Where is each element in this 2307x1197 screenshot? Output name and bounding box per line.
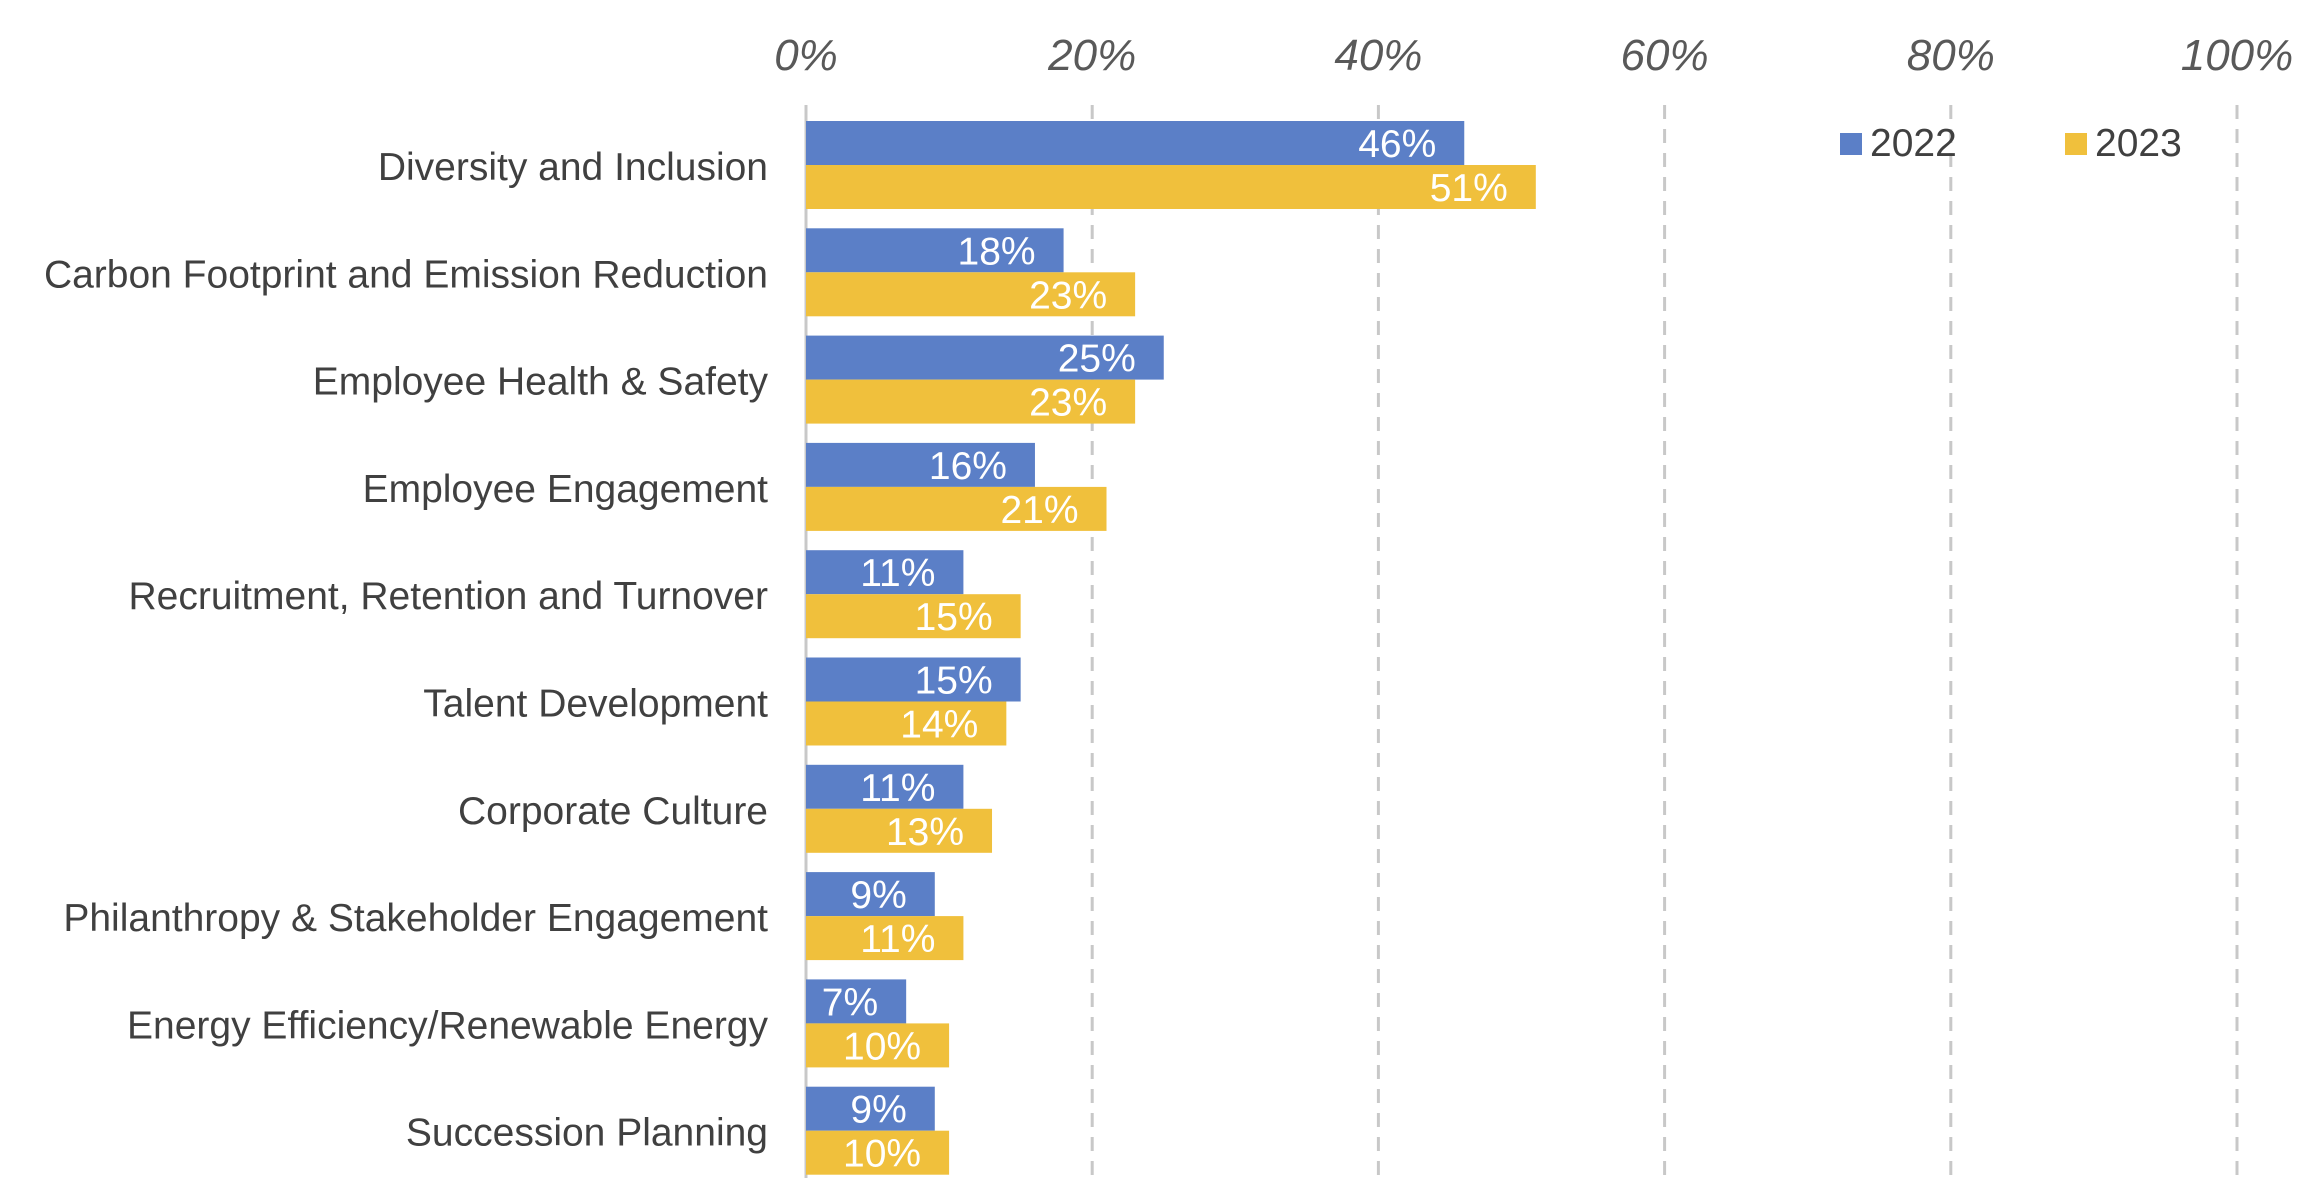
- data-label: 7%: [822, 981, 878, 1024]
- bar-2023: [806, 379, 1136, 424]
- data-label: 15%: [915, 660, 993, 703]
- legend-swatch: [1840, 133, 1862, 155]
- x-tick-label: 0%: [774, 31, 838, 80]
- bar-2022: [806, 335, 1164, 380]
- data-label: 11%: [860, 918, 935, 961]
- data-label: 10%: [843, 1133, 921, 1176]
- bar-2023: [806, 486, 1107, 531]
- legend: 2022 2023: [1840, 122, 2182, 165]
- bar-2023: [806, 916, 964, 961]
- category-label: Corporate Culture: [458, 790, 768, 833]
- data-label: 11%: [860, 767, 935, 810]
- data-label: 46%: [1358, 123, 1436, 166]
- category-label: Philanthropy & Stakeholder Engagement: [63, 897, 768, 940]
- category-label: Energy Efficiency/Renewable Energy: [127, 1004, 768, 1047]
- category-label: Talent Development: [423, 683, 768, 726]
- data-label: 14%: [900, 704, 978, 747]
- bar-2023: [806, 594, 1021, 639]
- data-label: 16%: [929, 445, 1007, 488]
- bar-2023: [806, 165, 1536, 209]
- legend-label: 2023: [2095, 122, 2182, 165]
- bar-2022: [806, 872, 935, 917]
- x-tick-label: 80%: [1907, 31, 1995, 80]
- data-label: 9%: [850, 1089, 906, 1132]
- data-label: 25%: [1058, 338, 1136, 381]
- bar-2022: [806, 121, 1465, 165]
- bar-2022: [806, 1086, 935, 1131]
- bars: 46%51%18%23%25%23%16%21%11%15%15%14%11%1…: [806, 121, 1536, 1176]
- category-labels: Diversity and Inclusion Carbon Footprint …: [44, 146, 769, 1155]
- data-label: 13%: [886, 811, 964, 854]
- data-label: 11%: [860, 552, 935, 595]
- bar-2022: [806, 657, 1021, 702]
- category-label: Diversity and Inclusion: [378, 146, 768, 189]
- data-label: 23%: [1029, 274, 1107, 317]
- data-label: 21%: [1000, 489, 1078, 532]
- x-tick-label: 20%: [1047, 31, 1136, 80]
- legend-label: 2022: [1870, 122, 1957, 165]
- bar-2023: [806, 701, 1007, 746]
- category-label: Recruitment, Retention and Turnover: [128, 575, 768, 618]
- category-label: Carbon Footprint and Emission Reduction: [44, 253, 768, 296]
- bar-2022: [806, 979, 907, 1024]
- bar-2023: [806, 272, 1136, 317]
- category-label: Employee Engagement: [363, 468, 769, 511]
- category-label: Succession Planning: [406, 1112, 768, 1155]
- data-label: 51%: [1430, 167, 1508, 210]
- x-tick-label: 100%: [2181, 31, 2294, 80]
- bar-2023: [806, 808, 993, 853]
- data-label: 10%: [843, 1025, 921, 1068]
- x-tick-label: 40%: [1334, 31, 1422, 80]
- data-label: 15%: [915, 596, 993, 639]
- legend-swatch: [2065, 133, 2087, 155]
- bar-2023: [806, 1130, 950, 1175]
- bar-2022: [806, 764, 964, 809]
- x-tick-label: 60%: [1621, 31, 1709, 80]
- category-label: Employee Health & Safety: [313, 361, 769, 404]
- data-label: 9%: [850, 874, 906, 917]
- bar-2022: [806, 228, 1064, 273]
- bar-2022: [806, 442, 1035, 487]
- bar-2023: [806, 1023, 950, 1068]
- data-label: 18%: [958, 230, 1036, 273]
- data-label: 23%: [1029, 382, 1107, 425]
- x-axis-tick-labels: 0% 20% 40% 60% 80% 100%: [774, 31, 2293, 80]
- bar-2022: [806, 550, 964, 595]
